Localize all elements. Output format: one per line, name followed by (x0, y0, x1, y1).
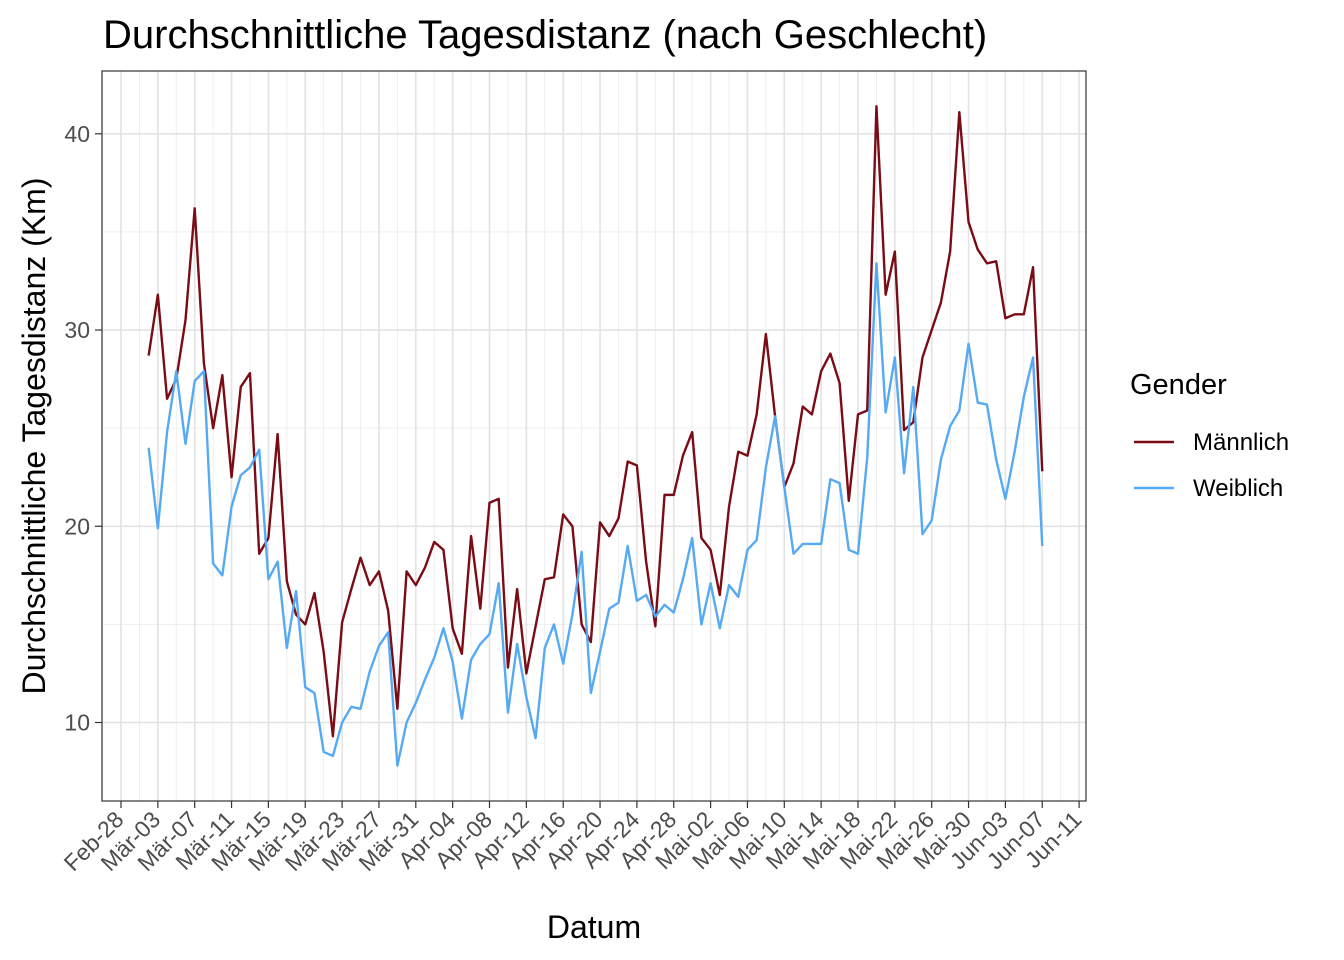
series-line-weiblich (147, 262, 1044, 767)
y-tick-label: 20 (64, 513, 90, 539)
x-axis-title: Datum (547, 909, 641, 945)
y-tick-label: 10 (64, 710, 90, 736)
minor-gridlines (102, 71, 1086, 801)
legend-label: Weiblich (1193, 475, 1283, 502)
y-tick-label: 30 (64, 317, 90, 343)
series-line-m-nnlich (147, 105, 1044, 738)
major-gridlines (102, 71, 1086, 801)
y-axis-title: Durchschnittliche Tagesdistanz (Km) (16, 178, 52, 695)
legend-title: Gender (1130, 369, 1227, 401)
y-tick-label: 40 (64, 121, 90, 147)
chart-title: Durchschnittliche Tagesdistanz (nach Ges… (103, 13, 987, 57)
legend: Gender Männlich Weiblich (1130, 369, 1289, 502)
legend-label: Männlich (1193, 429, 1289, 456)
plot-panel-border (101, 70, 1087, 802)
y-axis: 10 20 30 40 (64, 121, 102, 736)
x-axis: Feb-28Mär-03Mär-07Mär-11Mär-15Mär-19Mär-… (59, 801, 1087, 876)
series-lines (147, 105, 1044, 767)
